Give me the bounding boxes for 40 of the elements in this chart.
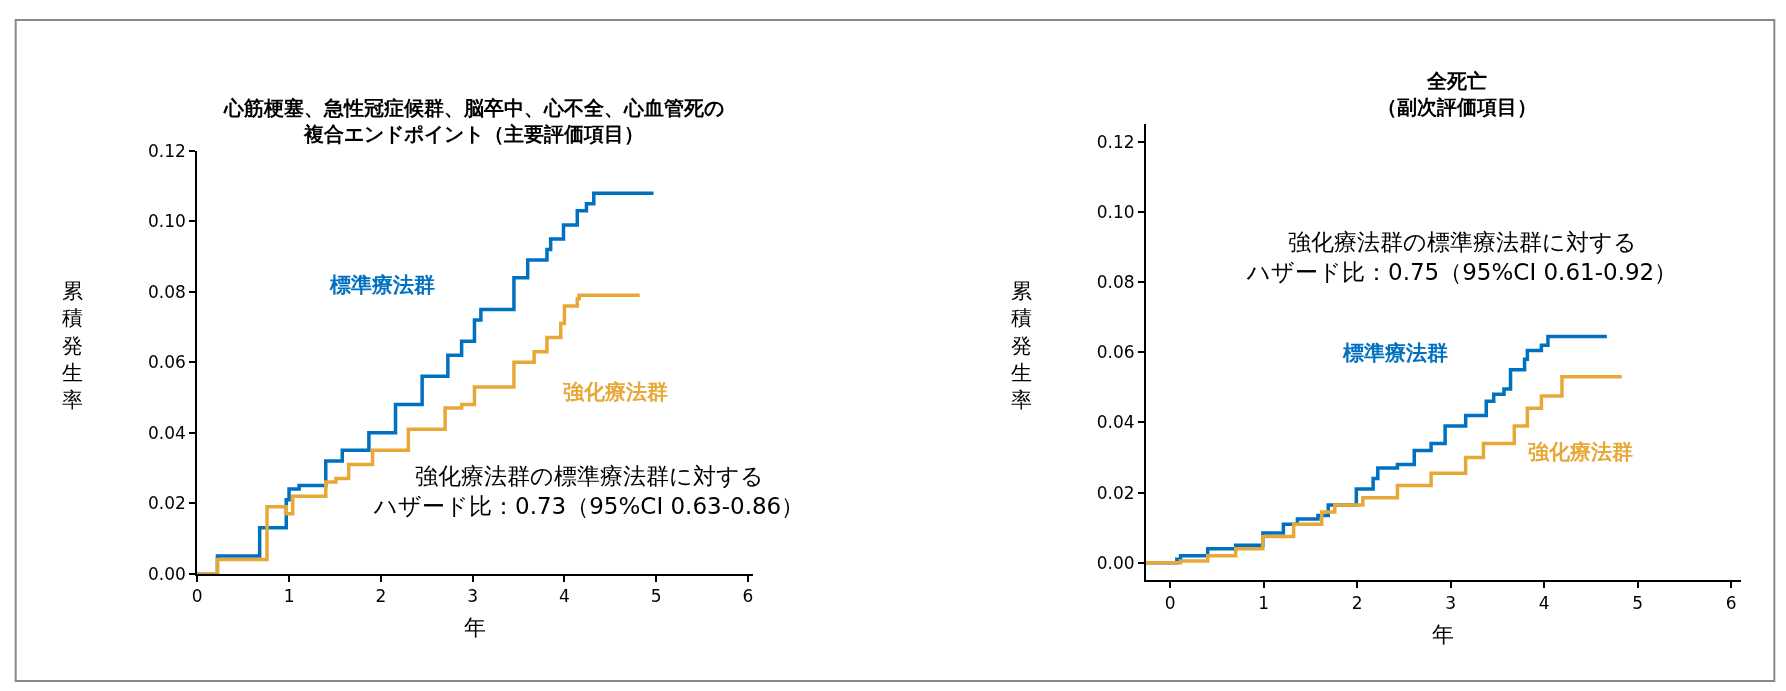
y-tick-label: 0.12 — [1096, 131, 1135, 152]
chart-title: 全死亡（副次評価項目） — [1377, 69, 1537, 119]
series-label: 強化療法群 — [1528, 440, 1633, 464]
y-tick-label: 0.08 — [147, 281, 186, 302]
y-tick-label: 0.02 — [1096, 482, 1135, 503]
y-tick-label: 0.10 — [1096, 201, 1135, 222]
x-tick-label: 2 — [1351, 592, 1363, 613]
x-tick-label: 1 — [1258, 592, 1270, 613]
y-tick-label: 0.10 — [147, 211, 186, 232]
x-tick-label: 0 — [191, 586, 203, 607]
x-tick-label: 5 — [1632, 592, 1644, 613]
y-tick-label: 0.04 — [147, 422, 186, 443]
annotation: 強化療法群の標準療法群に対するハザード比：0.73（95%CI 0.63-0.86） — [373, 463, 805, 519]
y-tick-label: 0.06 — [147, 352, 186, 373]
series-label: 強化療法群 — [563, 380, 668, 404]
y-tick-label: 0.02 — [147, 493, 186, 514]
x-tick-label: 6 — [742, 586, 754, 607]
x-tick-label: 6 — [1725, 592, 1737, 613]
y-axis-title: 累積発生率 — [1011, 279, 1032, 413]
x-axis-title: 年 — [1432, 622, 1455, 648]
x-tick-label: 4 — [559, 586, 570, 607]
x-tick-label: 0 — [1164, 592, 1176, 613]
y-tick-label: 0.04 — [1096, 412, 1135, 433]
y-axis-title: 累積発生率 — [62, 279, 83, 413]
y-tick-label: 0.00 — [147, 563, 186, 584]
x-tick-label: 2 — [375, 586, 387, 607]
text: 標準療法群 — [1342, 341, 1448, 365]
text: 標準療法群 — [329, 273, 435, 297]
y-tick-label: 0.08 — [1096, 271, 1135, 292]
x-tick-label: 1 — [283, 586, 295, 607]
x-axis-title: 年 — [463, 615, 486, 641]
y-tick-label: 0.00 — [1096, 552, 1135, 573]
x-tick-label: 5 — [650, 586, 662, 607]
annotation: 強化療法群の標準療法群に対するハザード比：0.75（95%CI 0.61-0.92） — [1246, 229, 1678, 285]
x-tick-label: 3 — [1445, 592, 1457, 613]
chart-title: 心筋梗塞、急性冠症候群、脳卒中、心不全、心血管死の複合エンドポイント（主要評価項目） — [223, 96, 724, 146]
y-tick-label: 0.06 — [1096, 342, 1135, 363]
x-tick-label: 3 — [467, 586, 479, 607]
x-tick-label: 4 — [1538, 592, 1550, 613]
y-tick-label: 0.12 — [147, 140, 186, 161]
